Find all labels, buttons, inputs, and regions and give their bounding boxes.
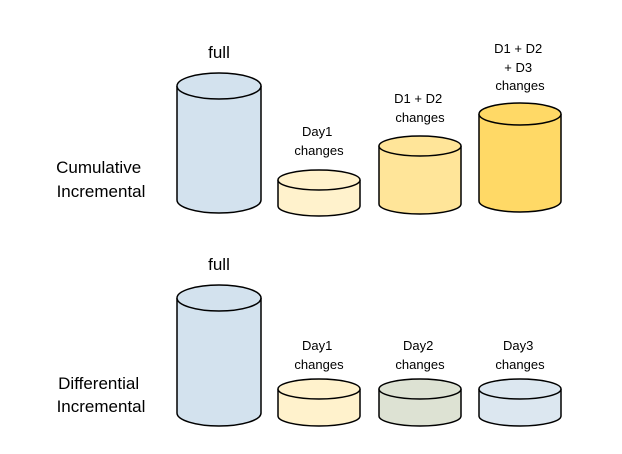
cylinder-body	[176, 298, 262, 427]
cylinder-top	[478, 102, 562, 126]
cylinder-label-line: Day1	[302, 338, 332, 353]
differential-row: Differential Incremental full Day1 chang…	[57, 255, 562, 427]
cylinder-label-line: Day2	[403, 338, 433, 353]
cylinder-label: Day1 changes	[294, 124, 344, 158]
cylinder-body	[176, 86, 262, 214]
cylinder-full: full	[176, 43, 262, 214]
cylinder-top	[378, 135, 462, 157]
cylinder-label-line: changes	[495, 357, 545, 372]
cylinder-label-line: changes	[294, 143, 344, 158]
cylinder-label-line: + D3	[504, 60, 532, 75]
row-label-line: Incremental	[57, 397, 146, 416]
cylinder-label: D1 + D2 changes	[394, 91, 446, 125]
cylinder-full: full	[176, 255, 262, 427]
cylinder-label: Day2 changes	[395, 338, 445, 372]
cylinder-label-line: changes	[395, 357, 445, 372]
cylinder-top	[478, 378, 562, 400]
cylinder-body	[378, 146, 462, 215]
cylinder-label-line: D1 + D2	[394, 91, 442, 106]
cylinder-day2-changes: Day2 changes	[378, 338, 462, 427]
cylinder-label-line: Day1	[302, 124, 332, 139]
cylinder-body	[478, 114, 562, 213]
row-label-differential: Differential Incremental	[57, 374, 146, 416]
cylinder-top	[378, 378, 462, 400]
cylinder-label-line: D1 + D2	[494, 41, 542, 56]
cylinder-label: Day3 changes	[495, 338, 545, 372]
row-label-cumulative: Cumulative Incremental	[56, 158, 146, 201]
cumulative-row: Cumulative Incremental full Day1 changes	[56, 41, 562, 217]
row-label-line: Incremental	[57, 182, 146, 201]
cylinder-label: Day1 changes	[294, 338, 344, 372]
cylinder-day1-changes: Day1 changes	[277, 124, 361, 217]
cylinder-top	[176, 72, 262, 100]
cylinder-label-line: Day3	[503, 338, 533, 353]
cylinder-label-line: changes	[495, 78, 545, 93]
cylinder-label-line: full	[208, 43, 230, 62]
cylinder-label-line: changes	[294, 357, 344, 372]
cylinder-top	[176, 284, 262, 312]
cylinder-top	[277, 169, 361, 191]
cylinder-top	[277, 378, 361, 400]
cylinder-label-line: full	[208, 255, 230, 274]
cylinder-label: full	[208, 255, 230, 274]
cylinder-d1-d2-changes: D1 + D2 changes	[378, 91, 462, 215]
cylinder-label-line: changes	[395, 110, 445, 125]
cylinder-day1-changes: Day1 changes	[277, 338, 361, 427]
cylinder-d1-d2-d3-changes: D1 + D2 + D3 changes	[478, 41, 562, 213]
cylinder-label: D1 + D2 + D3 changes	[494, 41, 546, 93]
cylinder-label: full	[208, 43, 230, 62]
cylinder-day3-changes: Day3 changes	[478, 338, 562, 427]
row-label-line: Cumulative	[56, 158, 141, 177]
row-label-line: Differential	[58, 374, 139, 393]
